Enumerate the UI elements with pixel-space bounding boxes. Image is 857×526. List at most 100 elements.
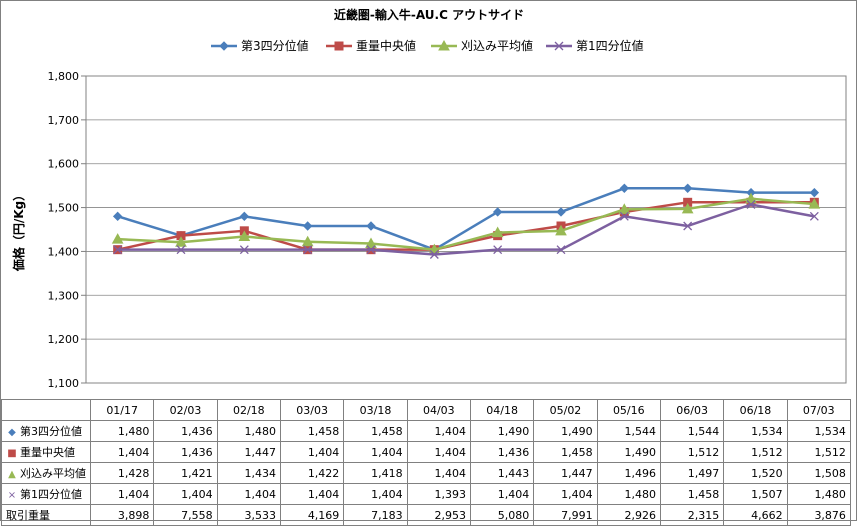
data-label: 1,490 [469, 420, 535, 442]
table-row: × 第1四分位値 1,404 1,404 1,404 1,404 1,404 1,393 1,4… [1, 483, 851, 505]
table-corner [1, 399, 91, 421]
chart-title: 近畿圏-輸入牛-AU.C アウトサイド [334, 7, 524, 22]
series-row-label: ◆ 第3四分位値 [1, 420, 91, 442]
legend-key-icon: ■ [7, 448, 17, 459]
data-label: 1,404 [343, 441, 408, 463]
data-label: 1,512 [786, 441, 851, 463]
table-row: ■ 重量中央値 1,404 1,436 1,447 1,404 1,404 1,404 1,43… [1, 441, 851, 463]
series-line [117, 187, 815, 251]
data-point [619, 183, 630, 193]
legend-label: 刈込み平均値 [461, 38, 533, 53]
data-label: 1,404 [406, 441, 471, 463]
legend-item-2: 重量中央値 [326, 38, 416, 53]
data-point [438, 39, 450, 51]
data-point [334, 41, 344, 51]
volume-value: 4,169 [279, 504, 345, 526]
legend-key-icon: × [7, 490, 17, 501]
data-label: 1,404 [89, 483, 155, 505]
data-label: 1,404 [343, 483, 408, 505]
plot-area [111, 183, 821, 259]
volume-value: 2,315 [659, 504, 725, 526]
x-tick-label: 05/02 [533, 399, 598, 421]
table-header-row: 01/17 02/03 02/18 03/03 03/18 04/03 04/18 05/02… [1, 399, 851, 421]
y-tick-label: 1,100 [48, 377, 80, 390]
series-name: 第1四分位値 [20, 488, 82, 501]
data-label: 1,458 [659, 483, 725, 505]
data-label: 1,458 [343, 420, 408, 442]
legend-item-4: 第1四分位値 [546, 38, 644, 53]
data-point [365, 237, 377, 249]
data-label: 1,422 [279, 462, 345, 484]
data-label: 1,404 [469, 483, 535, 505]
series-name: 刈込み平均値 [20, 467, 86, 480]
series-row-label: × 第1四分位値 [1, 483, 91, 505]
data-label: 1,497 [659, 462, 725, 484]
data-label: 1,508 [786, 462, 851, 484]
data-label: 1,418 [343, 462, 408, 484]
data-point [809, 211, 819, 221]
table-row: ◆ 第3四分位値 1,480 1,436 1,480 1,458 1,458 1,404 1,4… [1, 420, 851, 442]
data-label: 1,544 [596, 420, 661, 442]
y-tick-label: 1,800 [48, 70, 80, 83]
volume-value: 3,876 [786, 504, 851, 526]
data-label: 1,434 [216, 462, 281, 484]
data-label: 1,496 [596, 462, 661, 484]
data-label: 1,436 [153, 441, 218, 463]
data-point [113, 245, 123, 255]
data-label: 1,404 [406, 462, 471, 484]
legend-item-1: 第3四分位値 [211, 38, 309, 53]
data-point [619, 211, 629, 221]
volume-row-label: 取引重量 [1, 504, 91, 526]
legend-label: 第3四分位値 [241, 38, 309, 53]
series-3 [111, 192, 821, 255]
data-point [493, 245, 503, 255]
data-label: 1,458 [279, 420, 345, 442]
data-point [556, 207, 566, 217]
data-table: 01/17 02/03 02/18 03/03 03/18 04/03 04/18 05/02… [1, 399, 851, 526]
volume-value: 2,926 [596, 504, 661, 526]
x-tick-label: 02/03 [153, 399, 218, 421]
data-point [556, 245, 566, 255]
data-point [301, 235, 314, 247]
y-tick-label: 1,700 [48, 114, 80, 127]
data-point [239, 211, 250, 222]
data-label: 1,443 [469, 462, 535, 484]
data-point [239, 245, 249, 255]
data-label: 1,490 [596, 441, 661, 463]
data-label: 1,520 [723, 462, 788, 484]
data-label: 1,480 [89, 420, 155, 442]
data-point [746, 200, 756, 209]
data-label: 1,534 [786, 420, 851, 442]
y-tick-label: 1,500 [48, 202, 80, 215]
data-point [808, 198, 821, 209]
volume-value: 2,953 [406, 504, 471, 526]
data-point [682, 183, 693, 193]
volume-value: 7,991 [533, 504, 598, 526]
y-tick-label: 1,600 [48, 158, 80, 171]
data-point [491, 226, 504, 238]
series-line [117, 203, 815, 256]
x-tick-label: 06/03 [659, 399, 725, 421]
data-label: 1,404 [153, 483, 218, 505]
table-row: 取引重量 3,898 7,558 3,533 4,169 7,183 2,953 5,080 7… [1, 504, 851, 526]
volume-value: 3,898 [89, 504, 155, 526]
series-row-label: ■ 重量中央値 [1, 441, 91, 463]
data-label: 1,436 [469, 441, 535, 463]
data-label: 1,393 [406, 483, 471, 505]
data-label: 1,534 [723, 420, 788, 442]
volume-value: 7,183 [343, 504, 408, 526]
volume-value: 3,533 [216, 504, 281, 526]
y-tick-label: 1,200 [48, 333, 80, 346]
legend-label: 重量中央値 [356, 38, 416, 53]
x-tick-label: 05/16 [596, 399, 661, 421]
y-axis-ticks: 1,100 1,200 1,300 1,400 1,500 1,600 1,700 1,800 [48, 70, 86, 390]
data-label: 1,404 [216, 483, 281, 505]
data-point [554, 41, 564, 51]
x-tick-label: 01/17 [89, 399, 155, 421]
data-point [111, 233, 124, 244]
y-tick-label: 1,300 [48, 289, 80, 302]
data-point [175, 236, 187, 247]
series-name: 第3四分位値 [20, 425, 82, 438]
data-label: 1,436 [153, 420, 218, 442]
